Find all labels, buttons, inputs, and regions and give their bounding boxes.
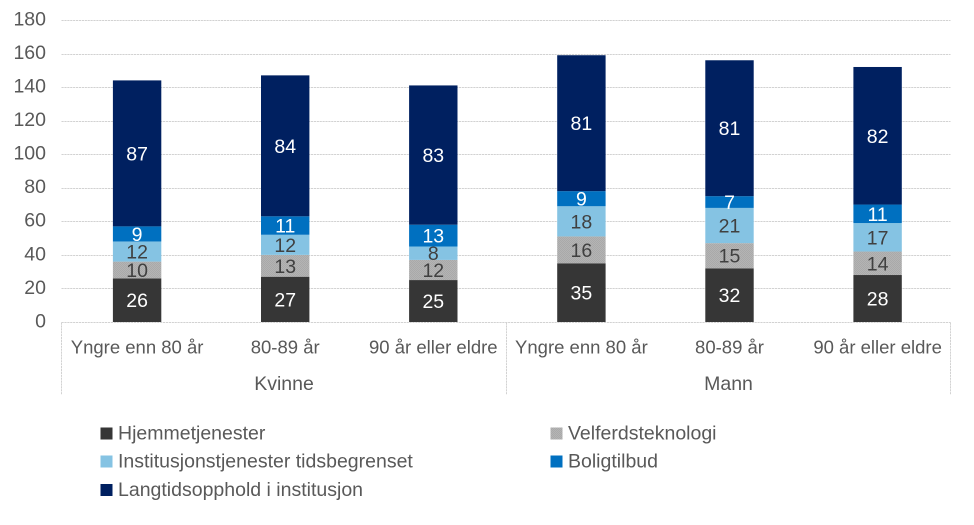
svg-text:14: 14: [867, 253, 889, 275]
svg-text:20: 20: [24, 277, 46, 299]
svg-text:17: 17: [867, 227, 889, 249]
svg-text:Velferdsteknologi: Velferdsteknologi: [568, 423, 717, 445]
svg-text:82: 82: [867, 126, 889, 148]
svg-text:12: 12: [126, 242, 148, 264]
svg-text:100: 100: [13, 143, 46, 165]
svg-text:13: 13: [422, 226, 444, 248]
svg-text:60: 60: [24, 210, 46, 232]
svg-text:11: 11: [867, 204, 887, 226]
svg-text:Institusjonstjenester tidsbegr: Institusjonstjenester tidsbegrenset: [118, 451, 413, 473]
svg-text:87: 87: [126, 143, 148, 165]
svg-text:35: 35: [571, 283, 593, 305]
svg-text:28: 28: [867, 289, 889, 311]
svg-text:Langtidsopphold i institusjon: Langtidsopphold i institusjon: [118, 479, 363, 501]
svg-text:90 år eller eldre: 90 år eller eldre: [813, 337, 942, 358]
svg-text:Boligtilbud: Boligtilbud: [568, 451, 658, 473]
svg-text:81: 81: [719, 118, 741, 140]
svg-text:10: 10: [126, 260, 148, 282]
svg-text:160: 160: [13, 42, 46, 64]
svg-text:8: 8: [428, 243, 439, 265]
svg-text:12: 12: [422, 260, 444, 282]
svg-text:18: 18: [571, 211, 593, 233]
svg-text:80-89 år: 80-89 år: [695, 337, 764, 358]
svg-text:9: 9: [576, 189, 587, 211]
svg-text:15: 15: [719, 246, 741, 268]
svg-text:32: 32: [719, 285, 741, 307]
svg-text:120: 120: [13, 109, 46, 131]
svg-text:25: 25: [422, 291, 444, 313]
svg-text:9: 9: [132, 224, 143, 246]
svg-text:Yngre enn 80 år: Yngre enn 80 år: [71, 337, 204, 358]
svg-text:0: 0: [35, 310, 46, 332]
svg-text:13: 13: [274, 256, 296, 278]
svg-text:80-89 år: 80-89 år: [251, 337, 320, 358]
svg-text:83: 83: [422, 145, 444, 167]
svg-text:Kvinne: Kvinne: [254, 373, 314, 395]
svg-text:11: 11: [275, 216, 295, 238]
svg-text:84: 84: [274, 136, 296, 158]
svg-text:180: 180: [13, 8, 46, 30]
svg-text:40: 40: [24, 243, 46, 265]
svg-text:26: 26: [126, 290, 148, 312]
svg-text:140: 140: [13, 76, 46, 98]
svg-text:90 år eller eldre: 90 år eller eldre: [369, 337, 498, 358]
svg-text:Hjemmetjenester: Hjemmetjenester: [118, 423, 266, 445]
svg-text:27: 27: [274, 289, 296, 311]
svg-text:7: 7: [724, 192, 735, 214]
svg-text:12: 12: [274, 235, 296, 257]
svg-text:81: 81: [571, 113, 593, 135]
svg-text:80: 80: [24, 176, 46, 198]
svg-text:16: 16: [571, 240, 593, 262]
svg-text:Yngre enn 80 år: Yngre enn 80 år: [515, 337, 648, 358]
svg-text:21: 21: [719, 216, 741, 238]
svg-text:Mann: Mann: [704, 373, 753, 395]
